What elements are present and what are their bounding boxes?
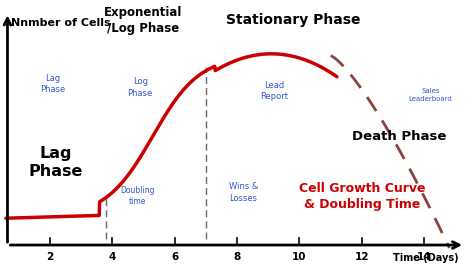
Text: Cell Growth Curve
& Doubling Time: Cell Growth Curve & Doubling Time bbox=[299, 182, 425, 211]
Text: Lead
Report: Lead Report bbox=[261, 81, 289, 101]
Text: Lag
Phase: Lag Phase bbox=[29, 146, 83, 179]
Text: 14: 14 bbox=[417, 252, 432, 261]
Text: 4: 4 bbox=[109, 252, 116, 261]
Text: 8: 8 bbox=[233, 252, 241, 261]
Text: Death Phase: Death Phase bbox=[352, 130, 447, 143]
Text: 12: 12 bbox=[355, 252, 369, 261]
Text: 6: 6 bbox=[171, 252, 178, 261]
Text: Sales
Leaderboard: Sales Leaderboard bbox=[409, 88, 453, 102]
Text: Stationary Phase: Stationary Phase bbox=[226, 13, 360, 27]
Text: Wins &
Losses: Wins & Losses bbox=[228, 182, 258, 203]
Text: Doubling
time: Doubling time bbox=[120, 186, 155, 206]
Text: Nnmber of Cells: Nnmber of Cells bbox=[10, 18, 110, 28]
Text: Lag
Phase: Lag Phase bbox=[40, 74, 65, 94]
Text: 10: 10 bbox=[292, 252, 307, 261]
Text: Log
Phase: Log Phase bbox=[128, 77, 153, 98]
Text: Exponential
/Log Phase: Exponential /Log Phase bbox=[104, 6, 182, 35]
Text: 2: 2 bbox=[46, 252, 53, 261]
Text: Time (Days): Time (Days) bbox=[393, 252, 459, 263]
